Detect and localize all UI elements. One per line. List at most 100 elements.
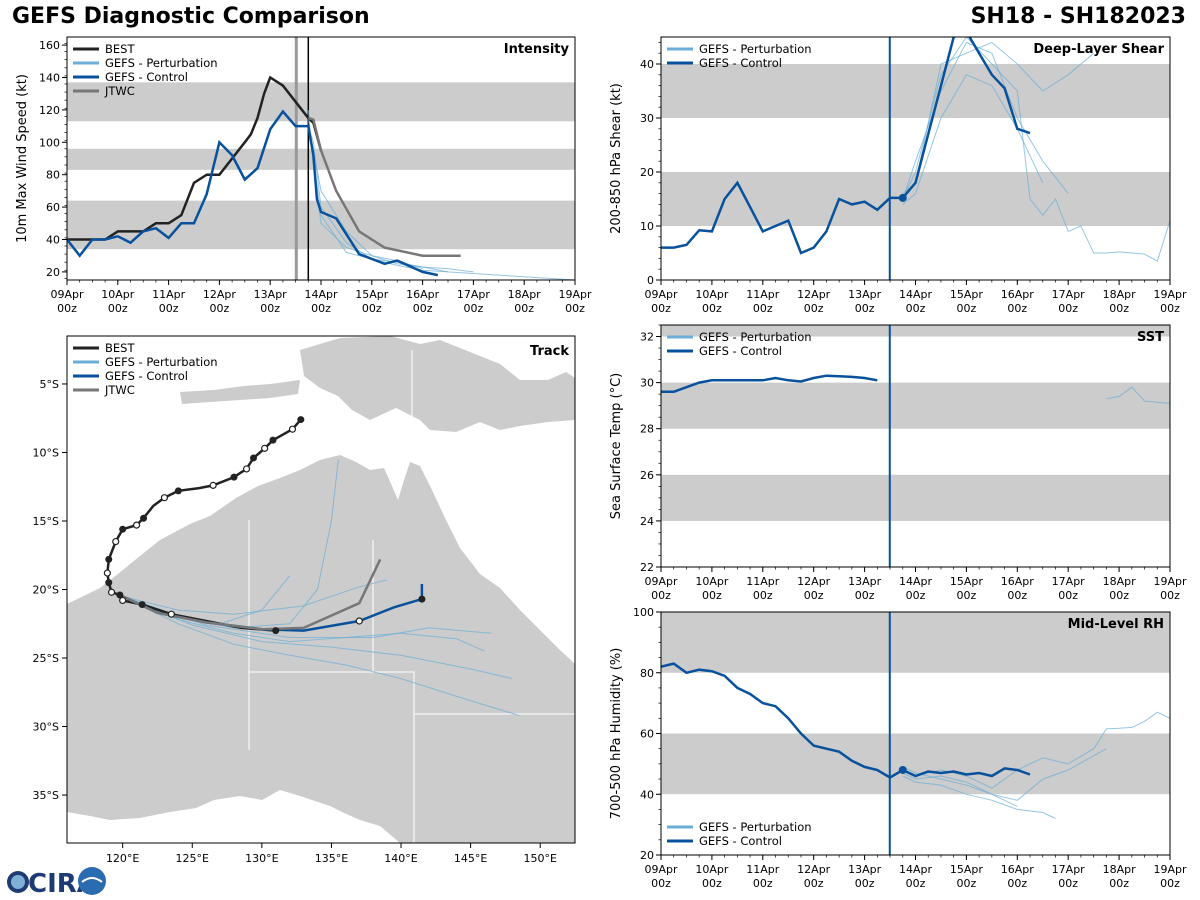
intensity-xtick-day: 10Apr (101, 288, 135, 301)
shear-ytick-label: 0 (647, 274, 654, 287)
rh-ylabel: 700-500 hPa Humidity (%) (609, 648, 624, 820)
intensity-xtick-day: 12Apr (203, 288, 237, 301)
sst-xtick-day: 11Apr (746, 575, 780, 588)
land-new-guinea (300, 336, 575, 432)
shear-ytick-label: 20 (640, 166, 654, 179)
sst-xtick-hour: 00z (1109, 589, 1129, 602)
page-title: GEFS Diagnostic Comparison (12, 4, 370, 29)
intensity-legend-label: GEFS - Control (105, 70, 188, 84)
shear-title: Deep-Layer Shear (1033, 42, 1164, 57)
rh-legend-label: GEFS - Control (699, 834, 782, 848)
track-ytick-label: 5°S (40, 378, 59, 391)
rh-xtick-day: 11Apr (746, 863, 780, 876)
track-legend-label: BEST (105, 341, 135, 355)
track-best-marker-open (167, 610, 175, 618)
track-series-perturbation (122, 595, 485, 652)
track-series-best (106, 418, 302, 632)
sst-xtick-hour: 00z (702, 589, 722, 602)
shear-xtick-day: 12Apr (797, 288, 831, 301)
intensity-series-jtwc (307, 116, 461, 257)
shear-ytick-label: 10 (640, 220, 654, 233)
sst-xtick-hour: 00z (906, 589, 926, 602)
intensity-xtick-hour: 00z (159, 302, 179, 315)
track-best-marker-filled (119, 525, 127, 533)
shear-xtick-day: 19Apr (1153, 288, 1187, 301)
rh-series-control (661, 662, 1031, 779)
intensity-threshold-band (67, 148, 575, 170)
sst-legend-label: GEFS - Perturbation (699, 330, 812, 344)
rh-title: Mid-Level RH (1068, 617, 1164, 632)
track-best-marker-open (103, 569, 111, 577)
track-xtick-label: 125°E (176, 852, 209, 865)
rh-series-perturbation (902, 772, 1018, 807)
rh-legend-label: GEFS - Perturbation (699, 820, 812, 834)
shear-xtick-day: 13Apr (848, 288, 882, 301)
intensity-xtick-hour: 00z (108, 302, 128, 315)
track-best-marker-filled (174, 487, 182, 495)
track-best-marker-open (119, 596, 127, 605)
intensity-xtick-day: 15Apr (355, 288, 389, 301)
sst-ytick-label: 30 (640, 377, 654, 390)
intensity-xtick-day: 14Apr (304, 288, 338, 301)
intensity-xtick-day: 17Apr (457, 288, 491, 301)
rh-xtick-day: 19Apr (1153, 863, 1187, 876)
track-best-marker-filled (272, 627, 280, 635)
shear-xtick-day: 15Apr (950, 288, 984, 301)
shear-xtick-day: 10Apr (695, 288, 729, 301)
track-best-marker-open (209, 481, 217, 489)
track-xtick-label: 145°E (454, 852, 487, 865)
land-masses (67, 336, 575, 843)
shear-xtick-day: 16Apr (1001, 288, 1035, 301)
track-xtick-label: 130°E (245, 852, 278, 865)
track-best-marker-filled (105, 555, 113, 563)
rh-xtick-hour: 00z (702, 877, 722, 890)
shear-ytick-label: 40 (640, 58, 654, 71)
shear-legend-label: GEFS - Control (699, 56, 782, 70)
land-timor-islands (180, 380, 300, 404)
cira-logo: CIRA (4, 866, 108, 898)
rh-xtick-hour: 00z (753, 877, 773, 890)
sst-ytick-label: 32 (640, 331, 654, 344)
track-best-marker-open (160, 494, 169, 502)
shear-xtick-day: 11Apr (746, 288, 780, 301)
sst-ylabel: Sea Surface Temp (°C) (609, 373, 624, 520)
intensity-xtick-hour: 00z (565, 302, 585, 315)
track-xtick-label: 135°E (315, 852, 348, 865)
sst-xtick-day: 19Apr (1153, 575, 1187, 588)
track-best-marker-filled (105, 579, 113, 587)
rh-ytick-label: 20 (640, 849, 654, 862)
intensity-xtick-day: 13Apr (254, 288, 288, 301)
intensity-legend-label: JTWC (104, 84, 135, 98)
sst-title: SST (1137, 330, 1164, 345)
sst-xtick-hour: 00z (1007, 589, 1027, 602)
track-legend-label: GEFS - Perturbation (105, 355, 218, 369)
intensity-xtick-day: 18Apr (508, 288, 542, 301)
track-title: Track (530, 344, 569, 359)
track-map-panel (67, 336, 575, 843)
shear-legend-label: GEFS - Perturbation (699, 42, 812, 56)
track-best-marker-open (261, 444, 269, 452)
intensity-xtick-hour: 00z (210, 302, 230, 315)
rh-xtick-hour: 00z (651, 877, 671, 890)
sst-panel: 22242628303209Apr00z10Apr00z11Apr00z12Ap… (609, 324, 1187, 602)
track-series-perturbation (122, 579, 388, 615)
rh-init-marker (898, 765, 907, 774)
intensity-ytick-label: 100 (39, 136, 60, 149)
sst-xtick-hour: 00z (855, 589, 875, 602)
shear-xtick-hour: 00z (1007, 302, 1027, 315)
track-ytick-label: 35°S (33, 789, 59, 802)
track-best-marker-open (112, 537, 120, 546)
intensity-xtick-hour: 00z (413, 302, 433, 315)
rh-xtick-day: 15Apr (950, 863, 984, 876)
sst-xtick-day: 17Apr (1052, 575, 1086, 588)
track-best-marker-filled (269, 436, 277, 444)
rh-xtick-day: 12Apr (797, 863, 831, 876)
sst-xtick-hour: 00z (804, 589, 824, 602)
sst-series-control (661, 374, 878, 394)
rh-xtick-hour: 00z (804, 877, 824, 890)
shear-xtick-day: 18Apr (1103, 288, 1137, 301)
track-control-end-marker (418, 595, 426, 603)
sst-plot-area (661, 325, 1170, 567)
shear-ytick-label: 30 (640, 112, 654, 125)
